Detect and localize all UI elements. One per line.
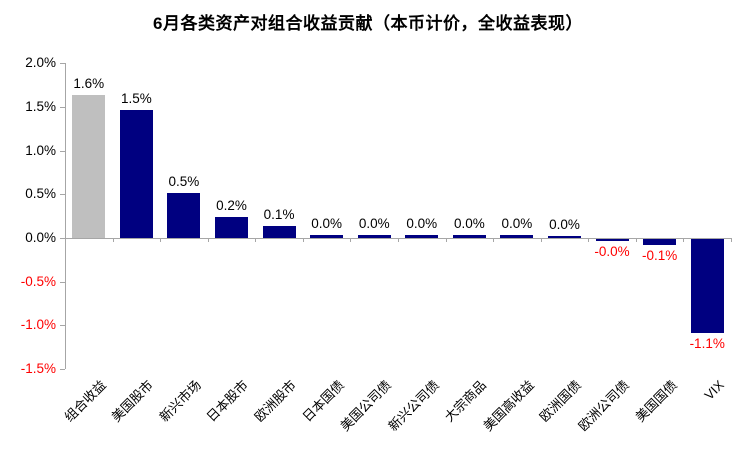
- x-tick-mark: [540, 238, 542, 242]
- bar: [167, 192, 201, 238]
- bar-value-label: 1.6%: [73, 75, 105, 91]
- bar: [452, 235, 486, 238]
- bar-value-label: 0.0%: [501, 216, 533, 232]
- x-tick-mark: [398, 238, 399, 242]
- bar-value-label: -1.1%: [689, 335, 725, 351]
- y-tick-label: 1.0%: [25, 142, 56, 158]
- y-tick-mark: [60, 238, 65, 239]
- bar: [215, 217, 248, 238]
- x-tick-label: 大宗商品: [441, 377, 490, 425]
- bar: [548, 236, 581, 238]
- bar: [72, 94, 106, 238]
- bar: [500, 235, 534, 238]
- x-tick-label: 欧洲国债: [537, 377, 585, 425]
- bar-value-label: 0.0%: [358, 215, 390, 231]
- x-tick-mark: [683, 238, 685, 242]
- y-tick-label: 2.0%: [25, 55, 56, 71]
- y-tick-mark: [60, 281, 65, 283]
- y-tick-mark: [60, 325, 65, 327]
- bar: [595, 239, 629, 241]
- x-tick-mark: [65, 238, 66, 242]
- bar-value-label: 0.5%: [168, 173, 200, 189]
- x-tick-mark: [302, 238, 304, 242]
- x-tick-mark: [112, 238, 114, 242]
- x-tick-mark: [588, 238, 590, 242]
- bar-value-label: 0.0%: [549, 217, 580, 232]
- x-tick-label: 美国公司债: [337, 377, 395, 434]
- bar: [262, 225, 296, 238]
- bar-value-label: 0.0%: [311, 215, 343, 231]
- y-tick-label: -1.5%: [20, 361, 56, 377]
- x-tick-label: 日本国债: [299, 377, 347, 425]
- x-tick-mark: [731, 238, 732, 242]
- x-tick-label: 欧洲股市: [251, 377, 299, 425]
- x-tick-label: VIX: [701, 377, 728, 403]
- y-tick-label: 1.5%: [25, 98, 56, 114]
- y-tick-label: -1.0%: [20, 317, 56, 333]
- x-tick-label: 美国股市: [108, 377, 157, 425]
- bar-value-label: 0.0%: [406, 216, 438, 232]
- bar: [690, 239, 724, 333]
- y-tick-label: 0.0%: [25, 230, 56, 245]
- bar: [405, 235, 439, 238]
- y-axis-line: [65, 63, 66, 370]
- bar-value-label: -0.1%: [642, 248, 678, 264]
- bar-value-label: -0.0%: [594, 244, 630, 259]
- x-tick-label: 组合收益: [61, 377, 109, 425]
- y-tick-label: -0.5%: [20, 273, 56, 289]
- chart-title: 6月各类资产对组合收益贡献（本币计价，全收益表现）: [153, 14, 583, 33]
- x-tick-mark: [350, 238, 352, 242]
- bar-value-label: 0.1%: [263, 206, 295, 222]
- y-tick-mark: [60, 369, 65, 371]
- x-tick-label: 新兴公司债: [385, 377, 442, 434]
- bar: [310, 234, 344, 238]
- bar: [643, 239, 677, 246]
- x-tick-mark: [207, 238, 209, 242]
- x-tick-mark: [255, 238, 257, 242]
- bar-value-label: 0.0%: [453, 216, 485, 232]
- x-tick-label: 欧洲公司债: [575, 377, 632, 434]
- bar: [357, 234, 391, 238]
- y-tick-mark: [60, 106, 65, 108]
- x-tick-mark: [635, 238, 637, 242]
- x-tick-mark: [493, 238, 495, 242]
- bar-value-label: 0.2%: [216, 198, 247, 214]
- x-tick-label: 美国高收益: [480, 377, 537, 434]
- x-tick-label: 日本股市: [204, 377, 252, 425]
- y-tick-label: 0.5%: [25, 186, 56, 202]
- x-tick-label: 新兴市场: [156, 377, 204, 425]
- y-tick-mark: [60, 150, 65, 152]
- y-tick-mark: [60, 63, 65, 65]
- x-tick-mark: [160, 238, 162, 242]
- x-tick-mark: [445, 238, 447, 242]
- y-tick-mark: [60, 194, 65, 196]
- bar-value-label: 1.5%: [120, 90, 152, 106]
- bar: [119, 109, 153, 238]
- x-tick-label: 美国国债: [632, 377, 680, 425]
